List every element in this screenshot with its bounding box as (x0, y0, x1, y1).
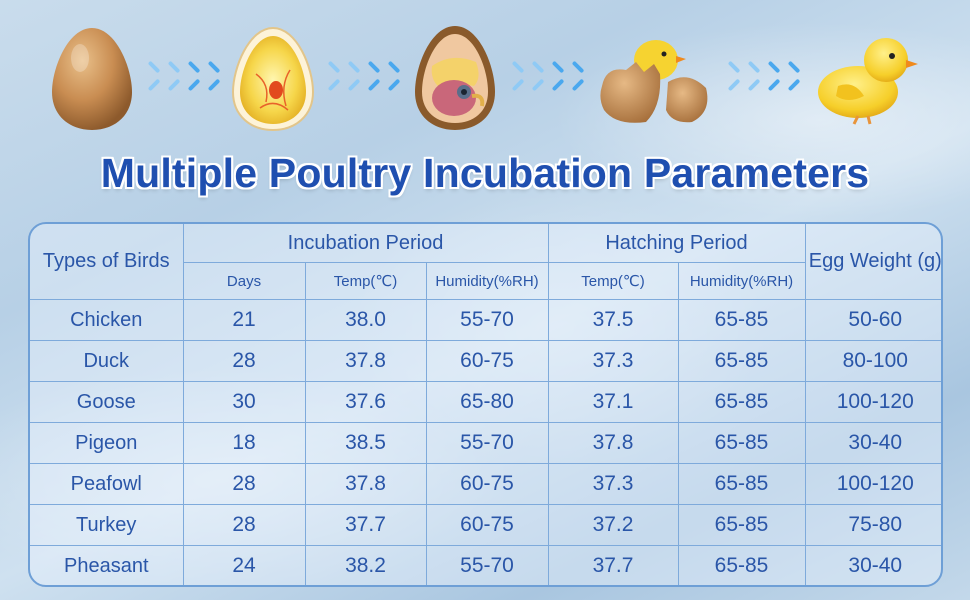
chevron-right-icon (342, 62, 362, 90)
chevron-right-icon (382, 62, 402, 90)
egg-weight: 80-100 (804, 340, 941, 382)
header-egg-weight: Egg Weight (g) (804, 224, 941, 300)
bird-name: Duck (30, 340, 184, 382)
incubation-temp: 37.8 (304, 463, 427, 505)
egg-weight: 30-40 (804, 422, 941, 464)
table-row: Pheasant 24 38.2 55-70 37.7 65-85 30-40 (30, 545, 941, 585)
hatching-temp: 37.2 (547, 504, 679, 546)
chevron-right-icon (546, 62, 566, 90)
early-embryo-egg-icon (231, 26, 315, 132)
table-row: Duck 28 37.8 60-75 37.3 65-85 80-100 (30, 340, 941, 382)
chevron-right-icon (742, 62, 762, 90)
arrows-3 (506, 62, 586, 90)
hatching-humidity: 65-85 (677, 463, 806, 505)
incubation-days: 24 (182, 545, 306, 585)
hatching-temp: 37.5 (547, 299, 679, 341)
bird-name: Turkey (30, 504, 184, 546)
hatching-temp: 37.8 (547, 422, 679, 464)
hatching-temp: 37.3 (547, 340, 679, 382)
chevron-right-icon (322, 62, 342, 90)
table-row: Peafowl 28 37.8 60-75 37.3 65-85 100-120 (30, 463, 941, 505)
incubation-humidity: 65-80 (425, 381, 549, 423)
arrows-2 (322, 62, 402, 90)
bird-name: Goose (30, 381, 184, 423)
hatching-chick-icon (600, 40, 708, 123)
incubation-humidity: 60-75 (425, 504, 549, 546)
bird-name: Pheasant (30, 545, 184, 585)
incubation-days: 30 (182, 381, 306, 423)
incubation-temp: 37.8 (304, 340, 427, 382)
page-title: Multiple Poultry Incubation Parameters (100, 150, 870, 196)
arrows-1 (142, 62, 222, 90)
incubation-temp: 38.5 (304, 422, 427, 464)
hatching-humidity: 65-85 (677, 545, 806, 585)
hatching-temp: 37.3 (547, 463, 679, 505)
header-incubation-period: Incubation Period (182, 224, 549, 263)
subheader-incubation-humidity: Humidity(%RH) (425, 262, 549, 300)
incubation-days: 28 (182, 463, 306, 505)
incubation-temp: 37.6 (304, 381, 427, 423)
egg-weight: 100-120 (804, 381, 941, 423)
table-row: Turkey 28 37.7 60-75 37.2 65-85 75-80 (30, 504, 941, 546)
subheader-incubation-temp: Temp(℃) (304, 262, 427, 300)
chevron-right-icon (762, 62, 782, 90)
hatching-humidity: 65-85 (677, 422, 806, 464)
bird-name: Peafowl (30, 463, 184, 505)
subheader-hatching-humidity: Humidity(%RH) (677, 262, 806, 300)
incubation-humidity: 60-75 (425, 463, 549, 505)
header-types-of-birds: Types of Birds (30, 224, 184, 300)
arrows-4 (722, 62, 802, 90)
bird-name: Chicken (30, 299, 184, 341)
chevron-right-icon (722, 62, 742, 90)
chevron-right-icon (202, 62, 222, 90)
chevron-right-icon (782, 62, 802, 90)
incubation-table: Types of Birds Incubation Period Hatchin… (28, 222, 943, 587)
incubation-humidity: 55-70 (425, 422, 549, 464)
chevron-right-icon (506, 62, 526, 90)
header-hatching-period: Hatching Period (547, 224, 806, 263)
egg-weight: 75-80 (804, 504, 941, 546)
table-row: Chicken 21 38.0 55-70 37.5 65-85 50-60 (30, 299, 941, 341)
incubation-days: 28 (182, 340, 306, 382)
hatching-temp: 37.7 (547, 545, 679, 585)
incubation-days: 18 (182, 422, 306, 464)
egg-weight: 30-40 (804, 545, 941, 585)
subheader-days: Days (183, 262, 306, 300)
chevron-right-icon (362, 62, 382, 90)
table-row: Goose 30 37.6 65-80 37.1 65-85 100-120 (30, 381, 941, 423)
table-row: Pigeon 18 38.5 55-70 37.8 65-85 30-40 (30, 422, 941, 464)
incubation-temp: 38.0 (304, 299, 427, 341)
chevron-right-icon (566, 62, 586, 90)
subheader-hatching-temp: Temp(℃) (547, 262, 679, 300)
hatching-humidity: 65-85 (677, 504, 806, 546)
incubation-humidity: 55-70 (425, 545, 549, 585)
incubation-temp: 37.7 (304, 504, 427, 546)
hatching-humidity: 65-85 (677, 299, 806, 341)
incubation-days: 28 (182, 504, 306, 546)
egg-icon (52, 28, 132, 130)
hatching-humidity: 65-85 (677, 381, 806, 423)
chevron-right-icon (142, 62, 162, 90)
hatching-humidity: 65-85 (677, 340, 806, 382)
developed-embryo-egg-icon (415, 26, 495, 130)
bird-name: Pigeon (30, 422, 184, 464)
egg-weight: 100-120 (804, 463, 941, 505)
chick-icon (818, 38, 918, 125)
incubation-humidity: 55-70 (425, 299, 549, 341)
incubation-days: 21 (182, 299, 306, 341)
incubation-temp: 38.2 (304, 545, 427, 585)
chevron-right-icon (526, 62, 546, 90)
incubation-humidity: 60-75 (425, 340, 549, 382)
hatching-temp: 37.1 (547, 381, 679, 423)
chevron-right-icon (182, 62, 202, 90)
chevron-right-icon (162, 62, 182, 90)
development-stages (0, 0, 970, 150)
egg-weight: 50-60 (804, 299, 941, 341)
